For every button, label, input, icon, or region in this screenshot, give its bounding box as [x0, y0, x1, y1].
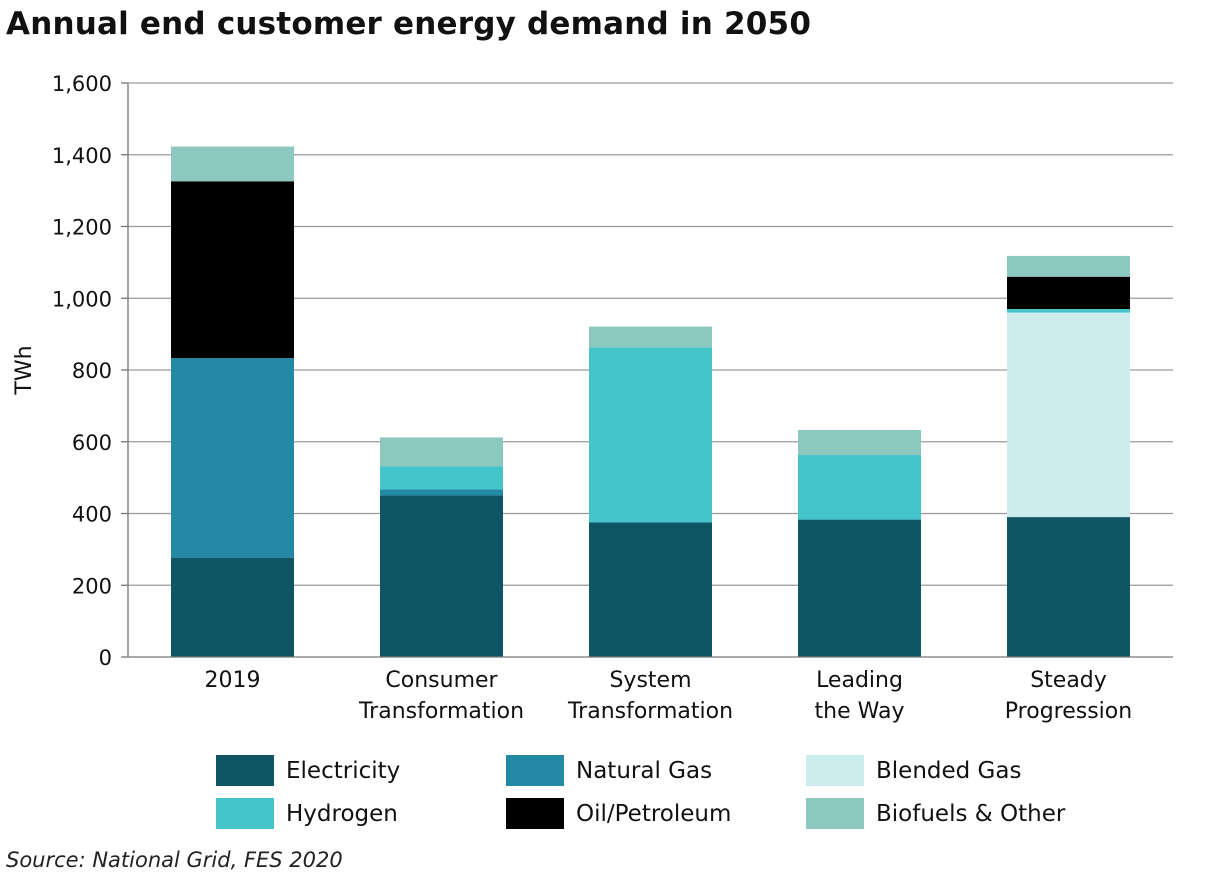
y-tick-label: 400 [72, 503, 112, 527]
x-tick-label: 2019 [205, 668, 261, 693]
legend-label: Biofuels & Other [876, 800, 1066, 827]
bar-segment [380, 466, 503, 490]
x-tick-label: Progression [1005, 699, 1132, 724]
legend-swatch [216, 798, 274, 829]
legend-label: Natural Gas [576, 757, 713, 784]
bar-segment [1007, 276, 1130, 310]
axes [121, 82, 1173, 658]
legend-item: Hydrogen [216, 798, 398, 829]
x-tick-label: Transformation [358, 699, 524, 724]
bar-segment [171, 146, 294, 182]
legend-item: Blended Gas [806, 755, 1021, 786]
legend-swatch [506, 798, 564, 829]
bar-segment [1007, 255, 1130, 277]
bar-segment [380, 495, 503, 657]
y-tick-label: 0 [99, 646, 112, 670]
x-tick-label: Transformation [567, 699, 733, 724]
y-tick-label: 800 [72, 359, 112, 383]
bar-segment [589, 326, 712, 348]
x-tick-label: System [609, 668, 691, 693]
x-tick-label: the Way [815, 699, 905, 724]
bar-segment [798, 429, 921, 456]
legend-item: Biofuels & Other [806, 798, 1065, 829]
legend-item: Natural Gas [506, 755, 712, 786]
x-tick-label: Leading [816, 668, 903, 693]
legend-item: Oil/Petroleum [506, 798, 731, 829]
labels: 0 200 400 600 800 1,000 1,200 1,400 1,600 2019 Con… [12, 72, 1132, 724]
source-note: Source: National Grid, FES 2020 [6, 848, 343, 872]
x-tick-label: Steady [1030, 668, 1107, 693]
y-tick-label: 1,000 [52, 287, 112, 311]
bar-segment [171, 358, 294, 558]
legend: Electricity Natural Gas Blended Gas Hydroge… [216, 755, 1116, 845]
bar-segment [1007, 309, 1130, 313]
chart-title: Annual end customer energy demand in 205… [6, 6, 812, 42]
y-tick-label: 1,200 [52, 216, 112, 240]
y-tick-label: 600 [72, 431, 112, 455]
bar-segment [171, 557, 294, 657]
legend-swatch [806, 755, 864, 786]
bar-segment [798, 519, 921, 657]
legend-label: Blended Gas [876, 757, 1022, 784]
legend-item: Electricity [216, 755, 400, 786]
legend-label: Hydrogen [286, 800, 398, 827]
x-tick-label: Consumer [385, 668, 498, 693]
bar-segment [1007, 312, 1130, 518]
bar-segment [380, 489, 503, 496]
bar-segment [1007, 517, 1130, 657]
bars [171, 146, 1130, 657]
legend-swatch [216, 755, 274, 786]
bar-segment [380, 437, 503, 467]
legend-label: Electricity [286, 757, 401, 784]
bar-segment [798, 455, 921, 520]
y-tick-label: 1,400 [52, 144, 112, 168]
y-tick-label: 200 [72, 574, 112, 598]
bar-segment [171, 181, 294, 359]
legend-label: Oil/Petroleum [576, 800, 732, 827]
bar-segment [589, 347, 712, 523]
legend-swatch [506, 755, 564, 786]
bar-segment [589, 522, 712, 657]
legend-swatch [806, 798, 864, 829]
y-axis-label: TWh [12, 345, 37, 395]
y-tick-label: 1,600 [52, 72, 112, 96]
